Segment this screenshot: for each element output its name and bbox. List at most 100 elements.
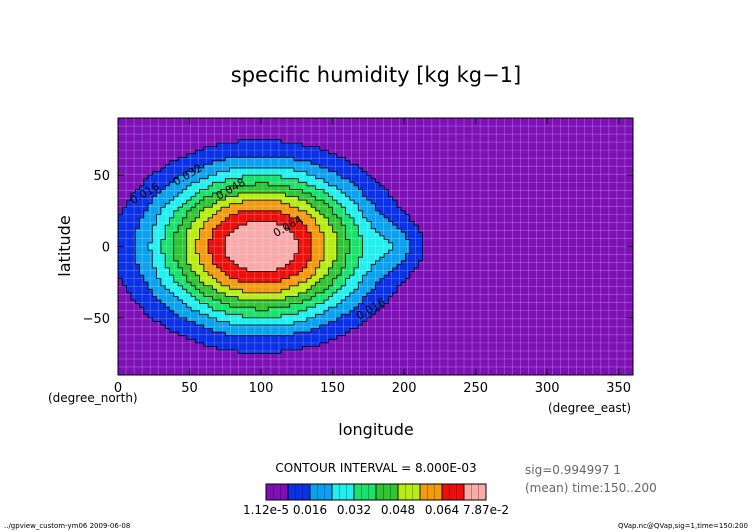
field-cell [611,150,617,155]
field-cell [572,135,578,141]
field-cell [199,250,205,255]
field-cell [341,150,347,155]
field-cell [118,192,123,198]
field-cell [512,164,518,169]
field-cell [216,128,222,133]
field-cell [272,200,278,205]
field-cell [542,132,548,137]
field-cell [328,164,334,169]
field-cell [491,242,497,248]
field-cell [148,164,153,169]
field-cell [285,139,291,144]
field-cell [148,221,153,226]
field-cell [208,225,214,230]
field-cell [538,257,544,262]
field-cell [229,242,235,248]
field-cell [324,217,329,223]
field-cell [208,239,214,244]
field-cell [422,139,428,144]
field-cell [392,121,398,126]
field-cell [448,221,454,226]
field-cell [182,121,188,126]
field-cell [366,189,372,194]
field-cell [336,157,342,162]
field-cell [315,164,321,169]
field-cell [448,253,454,258]
field-cell [169,200,175,205]
field-cell [487,118,492,123]
field-cell [195,260,201,265]
field-cell [508,185,514,190]
field-cell [349,250,355,255]
field-cell [551,260,557,265]
field-cell [122,246,128,251]
field-cell [396,139,402,144]
field-cell [148,242,153,248]
field-cell [118,132,123,137]
field-cell [405,142,411,148]
field-cell [560,225,565,230]
field-cell [221,171,226,176]
field-cell [371,242,377,248]
field-cell [289,242,295,248]
field-cell [298,175,304,180]
field-cell [315,150,321,155]
field-cell [319,146,325,151]
field-cell [409,246,415,251]
field-cell [173,189,179,194]
field-cell [156,192,162,198]
field-cell [504,135,510,141]
field-cell [336,178,342,183]
field-cell [216,142,222,148]
field-cell [203,167,209,173]
field-cell [555,146,561,151]
field-cell [122,142,128,148]
field-cell [225,125,231,130]
field-cell [478,160,484,165]
field-cell [594,118,600,123]
field-cell [388,171,394,176]
field-cell [186,189,192,194]
field-cell [358,207,364,212]
field-cell [504,235,510,240]
field-cell [530,225,535,230]
field-cell [233,228,239,233]
field-cell [341,142,347,148]
field-cell [289,210,295,215]
field-cell [126,225,132,230]
field-cell [564,167,570,173]
field-cell [156,125,162,130]
field-cell [319,200,325,205]
field-cell [517,153,523,158]
field-cell [276,118,282,123]
field-cell [208,146,214,151]
field-cell [414,125,420,130]
field-cell [212,178,218,183]
field-cell [457,125,462,130]
field-cell [624,182,630,187]
field-cell [156,203,162,208]
field-cell [130,139,136,144]
field-cell [315,175,321,180]
field-cell [448,242,454,248]
field-cell [268,185,274,190]
field-cell [448,178,454,183]
field-cell [469,157,475,162]
field-cell [487,178,492,183]
field-cell [624,210,630,215]
field-cell [384,135,389,141]
field-cell [384,175,389,180]
field-cell [418,157,424,162]
field-cell [611,246,617,251]
field-cell [246,157,252,162]
field-cell [504,128,510,133]
field-cell [182,182,188,187]
field-cell [628,139,633,144]
field-cell [444,260,450,265]
field-cell [139,189,145,194]
field-cell [190,203,196,208]
field-cell [585,210,591,215]
field-cell [379,217,385,223]
field-cell [336,210,342,215]
field-cell [263,228,269,233]
